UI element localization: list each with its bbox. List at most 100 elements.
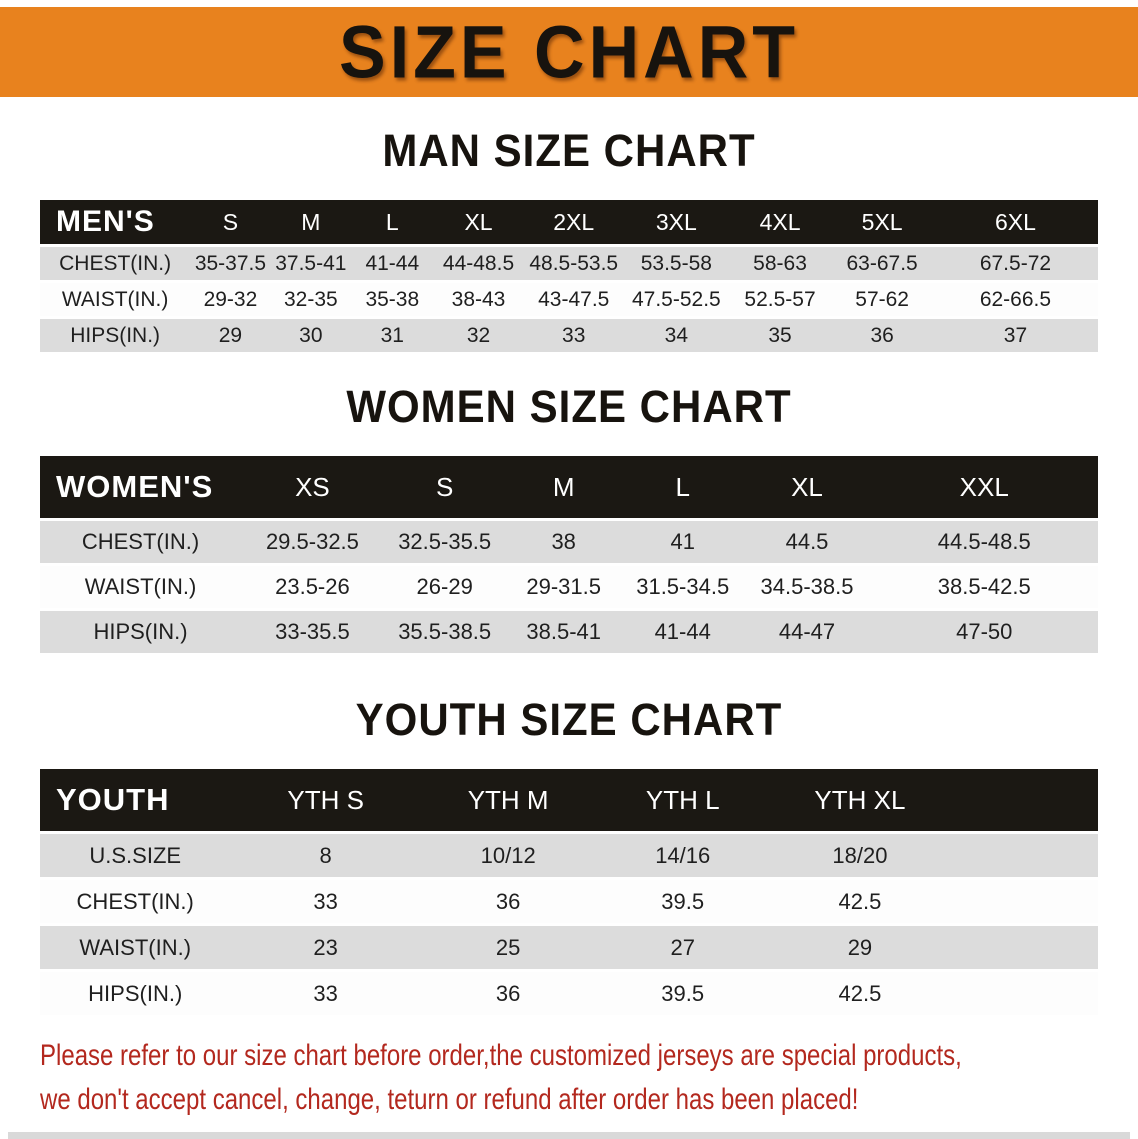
- youth-col-header-m: YTH M: [420, 769, 596, 831]
- size-cell: 39.5: [595, 880, 770, 923]
- size-cell: 44-48.5: [433, 247, 524, 280]
- size-cell: 35.5-38.5: [383, 611, 506, 653]
- filler-cell: [949, 769, 1098, 831]
- size-cell: 38-43: [433, 283, 524, 316]
- size-cell: 44-47: [743, 611, 871, 653]
- row-label: CHEST(IN.): [40, 521, 242, 563]
- youth-waist-row: WAIST(IN.) 23 25 27 29: [40, 926, 1098, 969]
- size-cell: 63-67.5: [831, 247, 933, 280]
- size-cell: 53.5-58: [623, 247, 729, 280]
- size-cell: 42.5: [770, 972, 950, 1015]
- youth-col-header-l: YTH L: [595, 769, 770, 831]
- men-col-header-s: S: [190, 200, 271, 244]
- disclaimer-text: Please refer to our size chart before or…: [40, 1034, 962, 1121]
- women-section-heading: WOMEN SIZE CHART: [346, 381, 792, 432]
- row-label: WAIST(IN.): [40, 566, 242, 608]
- youth-chest-row: CHEST(IN.) 33 36 39.5 42.5: [40, 880, 1098, 923]
- size-cell: 23: [230, 926, 421, 969]
- women-col-header-l: L: [621, 456, 744, 518]
- size-cell: 8: [230, 834, 421, 877]
- men-col-header-m: M: [270, 200, 352, 244]
- size-cell: 32: [433, 319, 524, 352]
- size-cell: 58-63: [728, 247, 832, 280]
- size-cell: 33: [230, 972, 421, 1015]
- size-cell: 48.5-53.5: [523, 247, 624, 280]
- filler-cell: [949, 972, 1098, 1015]
- men-header-row: MEN'S S M L XL 2XL 3XL 4XL 5XL 6XL: [40, 200, 1098, 244]
- size-cell: 30: [270, 319, 352, 352]
- size-cell: 29-32: [190, 283, 271, 316]
- filler-cell: [949, 834, 1098, 877]
- size-cell: 38.5-41: [505, 611, 622, 653]
- women-col-header-xl: XL: [743, 456, 871, 518]
- women-header-row: WOMEN'S XS S M L XL XXL: [40, 456, 1098, 518]
- size-cell: 23.5-26: [241, 566, 384, 608]
- men-col-header-3xl: 3XL: [623, 200, 729, 244]
- bottom-strip: [8, 1132, 1130, 1139]
- row-label: U.S.SIZE: [40, 834, 231, 877]
- women-size-table: WOMEN'S XS S M L XL XXL CHEST(IN.) 29.5-…: [40, 453, 1098, 656]
- size-cell: 32-35: [270, 283, 352, 316]
- men-col-header-6xl: 6XL: [932, 200, 1098, 244]
- youth-hips-row: HIPS(IN.) 33 36 39.5 42.5: [40, 972, 1098, 1015]
- disclaimer-line-1: Please refer to our size chart before or…: [40, 1039, 962, 1072]
- men-col-header-l: L: [351, 200, 434, 244]
- size-chart-banner: SIZE CHART: [0, 7, 1138, 97]
- size-cell: 44.5: [743, 521, 871, 563]
- size-cell: 29.5-32.5: [241, 521, 384, 563]
- size-cell: 33-35.5: [241, 611, 384, 653]
- men-size-table: MEN'S S M L XL 2XL 3XL 4XL 5XL 6XL CHEST…: [40, 197, 1098, 355]
- size-cell: 41-44: [621, 611, 744, 653]
- men-col-header-5xl: 5XL: [831, 200, 933, 244]
- size-cell: 10/12: [420, 834, 596, 877]
- man-section-heading: MAN SIZE CHART: [382, 125, 756, 176]
- size-cell: 57-62: [831, 283, 933, 316]
- size-cell: 33: [230, 880, 421, 923]
- women-waist-row: WAIST(IN.) 23.5-26 26-29 29-31.5 31.5-34…: [40, 566, 1098, 608]
- youth-table-title: YOUTH: [40, 769, 231, 831]
- men-table-title: MEN'S: [40, 200, 191, 244]
- size-cell: 38.5-42.5: [870, 566, 1098, 608]
- size-cell: 36: [831, 319, 933, 352]
- women-chest-row: CHEST(IN.) 29.5-32.5 32.5-35.5 38 41 44.…: [40, 521, 1098, 563]
- size-cell: 26-29: [383, 566, 506, 608]
- women-col-header-xxl: XXL: [870, 456, 1098, 518]
- row-label: WAIST(IN.): [40, 283, 191, 316]
- men-col-header-xl: XL: [433, 200, 524, 244]
- row-label: HIPS(IN.): [40, 611, 242, 653]
- size-cell: 67.5-72: [932, 247, 1098, 280]
- size-cell: 27: [595, 926, 770, 969]
- size-cell: 36: [420, 972, 596, 1015]
- youth-size-table: YOUTH YTH S YTH M YTH L YTH XL U.S.SIZE …: [40, 766, 1098, 1018]
- size-cell: 33: [523, 319, 624, 352]
- row-label: HIPS(IN.): [40, 319, 191, 352]
- size-cell: 25: [420, 926, 596, 969]
- youth-col-header-s: YTH S: [230, 769, 421, 831]
- women-col-header-xs: XS: [241, 456, 384, 518]
- size-cell: 62-66.5: [932, 283, 1098, 316]
- youth-header-row: YOUTH YTH S YTH M YTH L YTH XL: [40, 769, 1098, 831]
- size-cell: 14/16: [595, 834, 770, 877]
- size-cell: 41-44: [351, 247, 434, 280]
- size-cell: 37: [932, 319, 1098, 352]
- size-cell: 31: [351, 319, 434, 352]
- size-cell: 42.5: [770, 880, 950, 923]
- size-cell: 35: [728, 319, 832, 352]
- size-cell: 38: [505, 521, 622, 563]
- men-hips-row: HIPS(IN.) 29 30 31 32 33 34 35 36 37: [40, 319, 1098, 352]
- men-col-header-4xl: 4XL: [728, 200, 832, 244]
- men-waist-row: WAIST(IN.) 29-32 32-35 35-38 38-43 43-47…: [40, 283, 1098, 316]
- row-label: CHEST(IN.): [40, 880, 231, 923]
- size-cell: 31.5-34.5: [621, 566, 744, 608]
- disclaimer-line-2: we don't accept cancel, change, teturn o…: [40, 1082, 859, 1116]
- size-cell: 52.5-57: [728, 283, 832, 316]
- size-cell: 43-47.5: [523, 283, 624, 316]
- women-col-header-m: M: [505, 456, 622, 518]
- size-cell: 44.5-48.5: [870, 521, 1098, 563]
- filler-cell: [949, 926, 1098, 969]
- row-label: WAIST(IN.): [40, 926, 231, 969]
- women-col-header-s: S: [383, 456, 506, 518]
- size-cell: 35-37.5: [190, 247, 271, 280]
- size-cell: 29: [190, 319, 271, 352]
- size-cell: 47-50: [870, 611, 1098, 653]
